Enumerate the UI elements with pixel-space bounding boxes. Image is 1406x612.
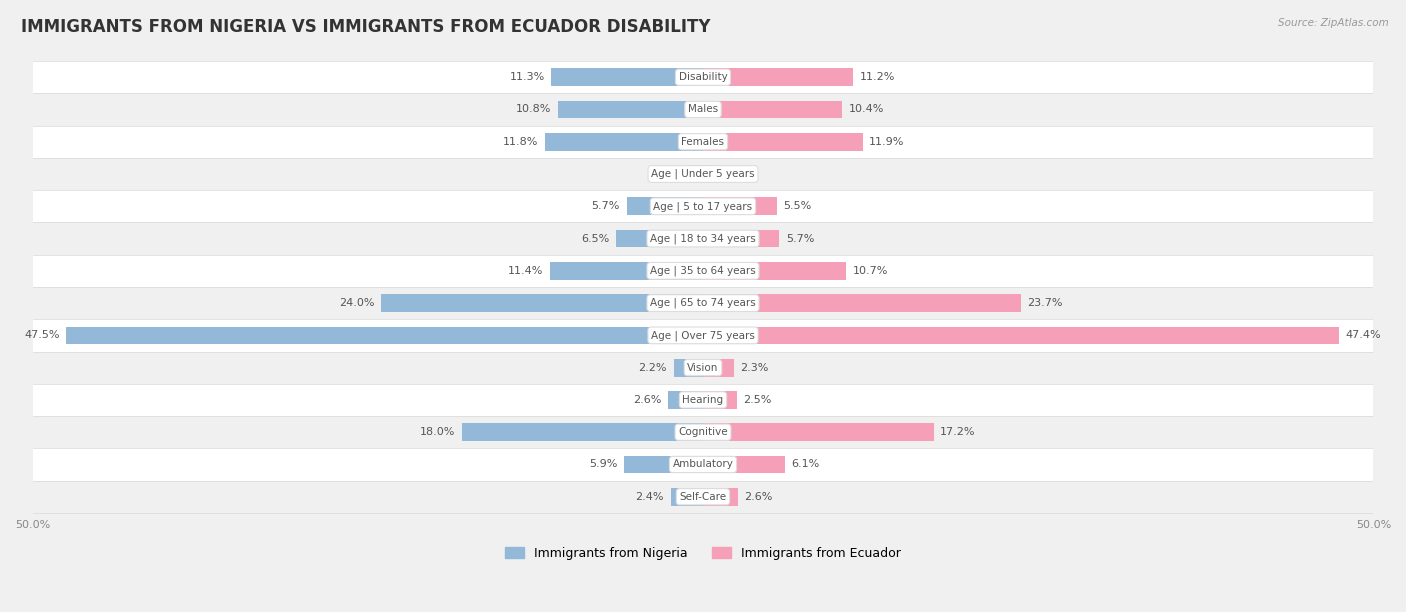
Text: 11.8%: 11.8% [503, 136, 538, 147]
Text: 11.2%: 11.2% [860, 72, 896, 82]
Text: 2.5%: 2.5% [744, 395, 772, 405]
Bar [703, 198, 776, 215]
Bar [703, 327, 1339, 345]
Text: Age | Under 5 years: Age | Under 5 years [651, 169, 755, 179]
Text: Vision: Vision [688, 363, 718, 373]
Text: Males: Males [688, 105, 718, 114]
Bar [461, 424, 703, 441]
Text: 10.8%: 10.8% [516, 105, 551, 114]
Bar [688, 165, 703, 183]
Legend: Immigrants from Nigeria, Immigrants from Ecuador: Immigrants from Nigeria, Immigrants from… [501, 542, 905, 565]
Bar [627, 198, 703, 215]
Bar [558, 100, 703, 118]
Text: 47.4%: 47.4% [1346, 330, 1381, 340]
Text: 2.2%: 2.2% [638, 363, 666, 373]
Bar [703, 230, 779, 247]
Text: Hearing: Hearing [682, 395, 724, 405]
Text: Source: ZipAtlas.com: Source: ZipAtlas.com [1278, 18, 1389, 28]
Text: Age | Over 75 years: Age | Over 75 years [651, 330, 755, 341]
Bar [673, 359, 703, 376]
Bar [32, 384, 1374, 416]
Text: 5.7%: 5.7% [592, 201, 620, 211]
Text: 1.2%: 1.2% [652, 169, 681, 179]
Bar [32, 222, 1374, 255]
Text: 18.0%: 18.0% [419, 427, 456, 437]
Text: 6.5%: 6.5% [581, 234, 609, 244]
Bar [703, 391, 737, 409]
Text: Age | 65 to 74 years: Age | 65 to 74 years [650, 298, 756, 308]
Text: 10.4%: 10.4% [849, 105, 884, 114]
Bar [703, 100, 842, 118]
Text: 2.6%: 2.6% [745, 491, 773, 502]
Bar [32, 416, 1374, 449]
Text: 23.7%: 23.7% [1028, 298, 1063, 308]
Bar [668, 391, 703, 409]
Text: Self-Care: Self-Care [679, 491, 727, 502]
Text: 5.9%: 5.9% [589, 460, 617, 469]
Bar [32, 287, 1374, 319]
Bar [32, 158, 1374, 190]
Text: Age | 18 to 34 years: Age | 18 to 34 years [650, 233, 756, 244]
Bar [32, 351, 1374, 384]
Bar [32, 94, 1374, 125]
Text: 10.7%: 10.7% [853, 266, 889, 276]
Bar [703, 69, 853, 86]
Text: 2.4%: 2.4% [636, 491, 664, 502]
Text: Age | 35 to 64 years: Age | 35 to 64 years [650, 266, 756, 276]
Text: 17.2%: 17.2% [941, 427, 976, 437]
Bar [703, 262, 846, 280]
Bar [66, 327, 703, 345]
Bar [32, 125, 1374, 158]
Bar [703, 133, 862, 151]
Text: Ambulatory: Ambulatory [672, 460, 734, 469]
Bar [32, 61, 1374, 94]
Bar [551, 69, 703, 86]
Bar [32, 190, 1374, 222]
Bar [703, 359, 734, 376]
Bar [550, 262, 703, 280]
Text: IMMIGRANTS FROM NIGERIA VS IMMIGRANTS FROM ECUADOR DISABILITY: IMMIGRANTS FROM NIGERIA VS IMMIGRANTS FR… [21, 18, 710, 36]
Text: 6.1%: 6.1% [792, 460, 820, 469]
Bar [624, 455, 703, 473]
Bar [703, 165, 717, 183]
Bar [32, 319, 1374, 351]
Bar [703, 424, 934, 441]
Text: 47.5%: 47.5% [24, 330, 59, 340]
Bar [381, 294, 703, 312]
Bar [616, 230, 703, 247]
Text: Age | 5 to 17 years: Age | 5 to 17 years [654, 201, 752, 212]
Text: 11.9%: 11.9% [869, 136, 904, 147]
Text: 1.1%: 1.1% [724, 169, 752, 179]
Bar [703, 455, 785, 473]
Text: 24.0%: 24.0% [339, 298, 374, 308]
Text: 2.6%: 2.6% [633, 395, 661, 405]
Text: Disability: Disability [679, 72, 727, 82]
Text: 5.7%: 5.7% [786, 234, 814, 244]
Bar [32, 255, 1374, 287]
Text: 2.3%: 2.3% [741, 363, 769, 373]
Bar [544, 133, 703, 151]
Text: 5.5%: 5.5% [783, 201, 811, 211]
Bar [703, 488, 738, 506]
Bar [671, 488, 703, 506]
Bar [32, 449, 1374, 480]
Text: Females: Females [682, 136, 724, 147]
Bar [32, 480, 1374, 513]
Text: 11.4%: 11.4% [508, 266, 544, 276]
Text: 11.3%: 11.3% [509, 72, 544, 82]
Text: Cognitive: Cognitive [678, 427, 728, 437]
Bar [703, 294, 1021, 312]
